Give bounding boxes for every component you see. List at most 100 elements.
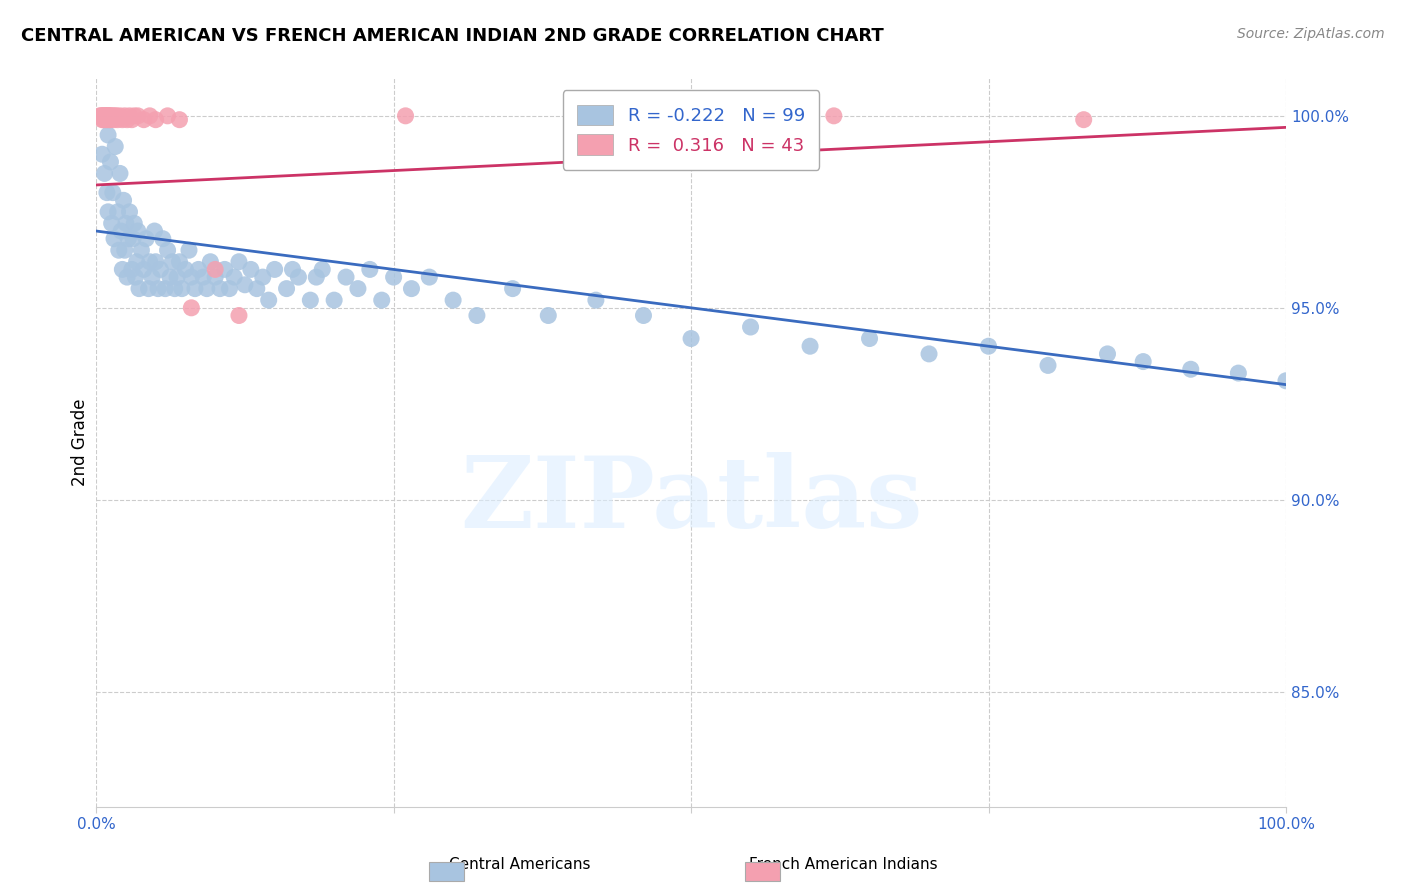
Point <box>100 216 122 230</box>
Point <box>224 270 246 285</box>
Point <box>799 339 821 353</box>
Point <box>977 339 1000 353</box>
Point <box>502 282 524 296</box>
Point <box>122 109 145 123</box>
Point <box>204 262 226 277</box>
Point <box>122 216 145 230</box>
Point <box>305 270 328 285</box>
Point <box>740 320 762 334</box>
Point <box>156 109 179 123</box>
Point <box>93 166 115 180</box>
Point <box>101 109 124 123</box>
Point <box>100 155 122 169</box>
Point <box>152 232 174 246</box>
Text: Source: ZipAtlas.com: Source: ZipAtlas.com <box>1237 27 1385 41</box>
Point <box>281 262 304 277</box>
Point <box>128 282 150 296</box>
Point <box>252 270 274 285</box>
Point <box>441 293 464 307</box>
Point <box>537 309 560 323</box>
Point <box>681 332 703 346</box>
Point <box>107 244 129 258</box>
Point <box>131 244 153 258</box>
Point <box>107 112 129 127</box>
Point <box>89 109 111 123</box>
Point <box>100 109 122 123</box>
Point <box>204 270 226 285</box>
Point <box>633 309 655 323</box>
Point <box>228 254 250 268</box>
Point <box>117 232 139 246</box>
Point <box>858 332 880 346</box>
Point <box>382 270 405 285</box>
Point <box>124 270 146 285</box>
Point <box>1036 359 1059 373</box>
Point <box>153 282 176 296</box>
Point <box>1073 112 1095 127</box>
Point <box>180 270 202 285</box>
Point <box>94 112 117 127</box>
Point <box>112 194 135 208</box>
Point <box>132 112 155 127</box>
Point <box>184 282 207 296</box>
Point <box>115 270 138 285</box>
Point <box>97 109 120 123</box>
Point <box>135 232 157 246</box>
Point <box>91 112 114 127</box>
Point <box>97 109 120 123</box>
Point <box>111 112 134 127</box>
Point <box>97 128 120 142</box>
Point <box>371 293 394 307</box>
Point <box>162 254 184 268</box>
Point <box>132 262 155 277</box>
Point <box>111 262 134 277</box>
Point <box>1227 366 1250 380</box>
Point <box>159 270 181 285</box>
Point <box>1097 347 1119 361</box>
Point <box>121 112 143 127</box>
Point <box>100 109 122 123</box>
Point <box>263 262 285 277</box>
Point <box>125 254 148 268</box>
Point <box>163 282 186 296</box>
Point <box>918 347 941 361</box>
Point <box>115 112 138 127</box>
Point <box>166 270 188 285</box>
Point <box>115 216 138 230</box>
Point <box>91 109 114 123</box>
Point <box>156 244 179 258</box>
Point <box>359 262 381 277</box>
Point <box>585 293 607 307</box>
Text: French American Indians: French American Indians <box>749 857 938 872</box>
Point <box>138 282 160 296</box>
Point <box>169 254 191 268</box>
Point <box>311 262 333 277</box>
Point <box>138 109 160 123</box>
Point <box>114 244 136 258</box>
Point <box>110 224 132 238</box>
Point <box>93 109 115 123</box>
Point <box>276 282 298 296</box>
Point <box>401 282 423 296</box>
Point <box>94 109 117 123</box>
Point <box>149 262 172 277</box>
Point <box>145 112 167 127</box>
Point <box>127 224 149 238</box>
Point <box>233 277 256 292</box>
Point <box>91 109 114 123</box>
Point <box>418 270 440 285</box>
Point <box>214 262 236 277</box>
Point <box>138 254 160 268</box>
Point <box>114 109 136 123</box>
Point <box>96 109 118 123</box>
Point <box>103 232 125 246</box>
Point <box>335 270 357 285</box>
Point <box>108 166 131 180</box>
Point <box>98 112 121 127</box>
Point <box>228 309 250 323</box>
Point <box>141 270 163 285</box>
Point <box>127 109 149 123</box>
Point <box>180 301 202 315</box>
Point <box>104 109 127 123</box>
Point <box>118 109 141 123</box>
